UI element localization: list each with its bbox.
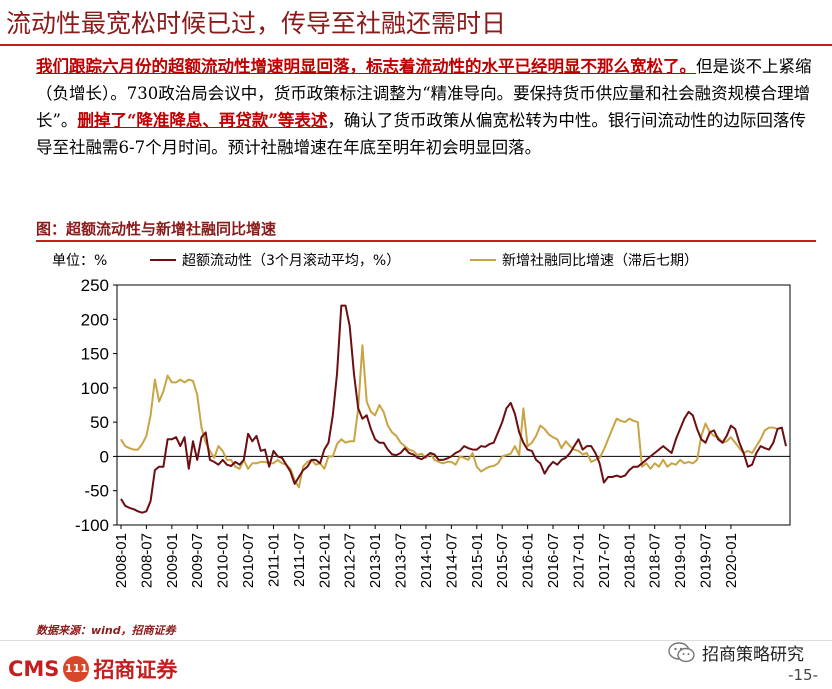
x-tick-label: 2011-01 xyxy=(265,533,282,587)
logo-cn: 招商证券 xyxy=(93,657,178,682)
title-divider xyxy=(0,44,832,46)
x-tick-label: 2014-07 xyxy=(443,533,460,588)
logo-latin: CMS xyxy=(8,657,60,681)
highlight-text-2: 删掉了“降准降息、再贷款”等表述 xyxy=(77,111,328,130)
highlight-text-1: 我们跟踪六月份的超额流动性增速明显回落，标志着流动性的水平已经明显不那么宽松了。 xyxy=(36,57,696,76)
unit-label: 单位：% xyxy=(52,253,108,269)
legend-label-series1: 超额流动性（3个月滚动平均，%） xyxy=(182,253,401,269)
wechat-icon xyxy=(668,641,695,662)
y-tick-label: -50 xyxy=(84,482,109,501)
legend-swatch-series2 xyxy=(470,259,496,261)
page-number: -15- xyxy=(788,666,818,684)
body-text-2: 但是谈不上紧缩（负增长）。730政治局会议中，货币政策标注调整为“精准导向。要保… xyxy=(36,57,812,130)
y-tick-label: 100 xyxy=(81,379,109,398)
x-tick-label: 2009-07 xyxy=(189,533,206,588)
data-source: 数据来源：wind，招商证券 xyxy=(36,624,176,637)
logo-disc-icon: 111 xyxy=(63,656,90,682)
x-tick-label: 2017-01 xyxy=(570,533,587,588)
legend-item-series2: 新增社融同比增速（滞后七期） xyxy=(470,250,698,270)
y-tick-label: 50 xyxy=(90,413,109,432)
y-tick-label: 250 xyxy=(81,276,109,295)
y-tick-label: 0 xyxy=(100,447,109,466)
y-tick-label: -100 xyxy=(75,516,109,535)
x-tick-label: 2013-01 xyxy=(367,533,384,588)
series-line-social-financing xyxy=(120,344,778,489)
x-tick-label: 2013-07 xyxy=(393,533,410,588)
x-tick-label: 2015-07 xyxy=(494,533,511,588)
y-tick-label: 200 xyxy=(81,310,109,329)
series-line-excess-liquidity xyxy=(120,304,787,514)
x-tick-label: 2012-01 xyxy=(316,533,333,588)
x-tick-label: 2014-01 xyxy=(418,533,435,588)
legend-item-series1: 超额流动性（3个月滚动平均，%） xyxy=(150,250,400,270)
x-tick-label: 2009-01 xyxy=(164,533,181,588)
x-tick-label: 2011-07 xyxy=(291,533,308,587)
x-tick-label: 2019-01 xyxy=(672,533,689,588)
page-title: 流动性最宽松时候已过，传导至社融还需时日 xyxy=(6,9,507,38)
plot-frame xyxy=(116,284,791,526)
x-tick-label: 2008-01 xyxy=(113,533,130,588)
x-tick-label: 2016-01 xyxy=(520,533,537,588)
body-text-3: ，确认了货币政策从偏宽松转为中性。银行间流动性的边际回落传导至社融需6-7个月时… xyxy=(36,111,806,157)
x-tick-label: 2020-01 xyxy=(723,533,740,588)
wechat-account: 招商策略研究 xyxy=(668,640,804,665)
legend-swatch-series1 xyxy=(150,259,176,261)
figure-title: 图：超额流动性与新增社融同比增速 xyxy=(36,220,277,238)
brand-logo: CMS 111 招商证券 xyxy=(8,654,177,684)
x-tick-label: 2017-07 xyxy=(596,533,613,588)
summary-paragraph: 我们跟踪六月份的超额流动性增速明显回落，标志着流动性的水平已经明显不那么宽松了。… xyxy=(36,53,816,161)
x-tick-label: 2016-07 xyxy=(545,533,562,588)
x-tick-label: 2019-07 xyxy=(698,533,715,588)
wechat-name: 招商策略研究 xyxy=(702,645,804,665)
x-tick-label: 2018-07 xyxy=(647,533,664,588)
x-tick-label: 2012-07 xyxy=(342,533,359,588)
x-tick-label: 2010-07 xyxy=(240,533,257,588)
x-tick-label: 2008-07 xyxy=(138,533,155,588)
x-tick-label: 2018-01 xyxy=(621,533,638,588)
x-tick-label: 2010-01 xyxy=(215,533,232,588)
x-tick-label: 2015-01 xyxy=(469,533,486,588)
legend-label-series2: 新增社融同比增速（滞后七期） xyxy=(502,253,698,269)
y-tick-label: 150 xyxy=(81,345,109,364)
footer-divider xyxy=(0,640,832,641)
figure-divider xyxy=(36,240,816,242)
